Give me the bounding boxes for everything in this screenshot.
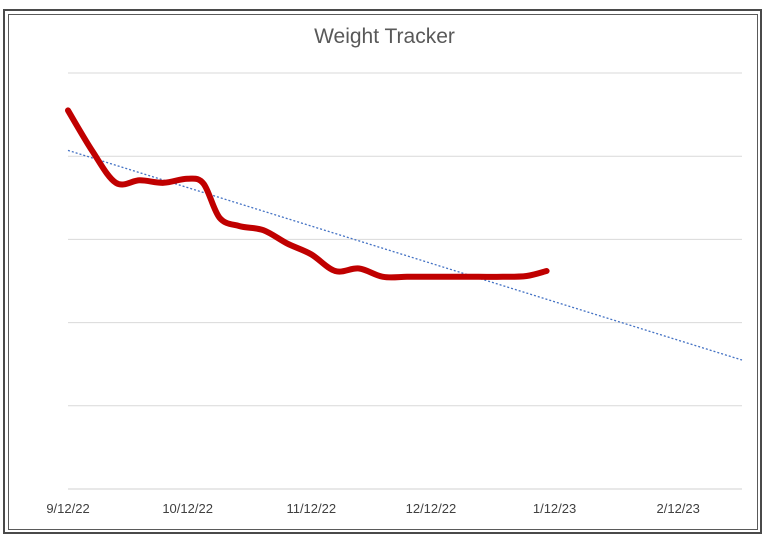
x-axis-ticks: 9/12/22 10/12/22 11/12/22 12/12/22 1/12/23 2/… (46, 501, 700, 516)
series-layer (65, 107, 743, 361)
trendline (67, 149, 743, 361)
x-tick-label: 1/12/23 (533, 501, 576, 516)
x-tick-label: 2/12/23 (657, 501, 700, 516)
gridlines (68, 72, 742, 490)
x-tick-label: 9/12/22 (46, 501, 89, 516)
x-tick-label: 10/12/22 (162, 501, 213, 516)
weight-series-line (65, 107, 550, 281)
x-tick-label: 11/12/22 (286, 501, 336, 516)
x-tick-label: 12/12/22 (406, 501, 457, 516)
chart-area (8, 14, 758, 530)
chart-title: Weight Tracker (314, 25, 455, 48)
